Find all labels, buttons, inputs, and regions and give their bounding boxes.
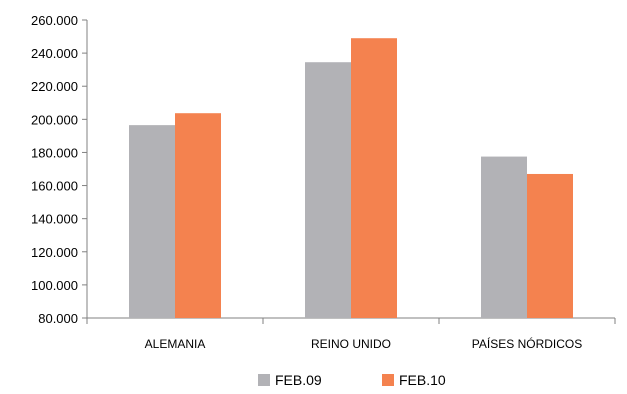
y-tick-label: 100.000 — [31, 278, 78, 293]
legend-swatch-0 — [258, 374, 270, 386]
y-tick-label: 140.000 — [31, 212, 78, 227]
bar-feb-09-1 — [305, 62, 351, 318]
y-tick-label: 220.000 — [31, 79, 78, 94]
legend-label-1: FEB.10 — [399, 372, 446, 388]
legend: FEB.09 FEB.10 — [258, 372, 446, 388]
y-tick-label: 200.000 — [31, 112, 78, 127]
x-category-label: PAÍSES NÓRDICOS — [472, 336, 582, 351]
y-tick-label: 260.000 — [31, 13, 78, 28]
legend-swatch-1 — [382, 374, 394, 386]
x-axis: ALEMANIA REINO UNIDO PAÍSES NÓRDICOS — [86, 317, 616, 351]
bar-feb-10-2 — [527, 173, 573, 318]
y-tick-label: 240.000 — [31, 46, 78, 61]
legend-label-0: FEB.09 — [275, 372, 322, 388]
bars — [129, 38, 573, 318]
y-tick-label: 180.000 — [31, 145, 78, 160]
y-tick-label: 80.000 — [38, 311, 78, 326]
bar-feb-10-1 — [351, 38, 397, 318]
bar-feb-09-2 — [481, 156, 527, 318]
bar-feb-10-0 — [175, 113, 221, 318]
y-tick-label: 160.000 — [31, 179, 78, 194]
y-tick-label: 120.000 — [31, 245, 78, 260]
bar-feb-09-0 — [129, 125, 175, 318]
y-axis: 80.000 100.000 120.000 140.000 160.000 180.00… — [31, 13, 88, 326]
x-category-label: ALEMANIA — [145, 337, 206, 351]
x-category-label: REINO UNIDO — [311, 337, 391, 351]
